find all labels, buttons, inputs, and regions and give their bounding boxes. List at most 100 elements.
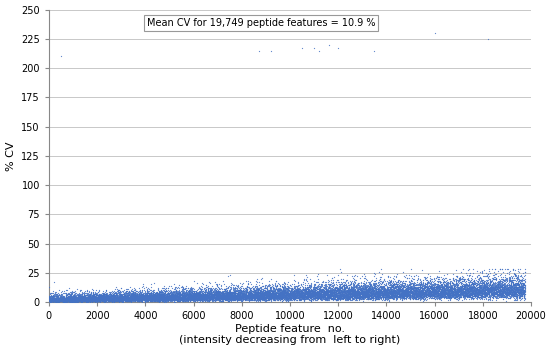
Point (497, 276, 506, 282)
Point (155, 292, 163, 297)
Point (120, 294, 129, 300)
Point (335, 286, 344, 291)
Point (87, 295, 96, 301)
Point (64, 292, 73, 297)
Point (216, 290, 225, 296)
Point (394, 277, 402, 283)
Point (208, 287, 216, 293)
Point (463, 287, 471, 292)
Point (422, 294, 431, 300)
Point (335, 286, 344, 292)
Point (347, 288, 355, 294)
Point (511, 293, 520, 298)
Point (453, 294, 461, 300)
Point (110, 292, 119, 298)
Point (362, 291, 370, 297)
Point (334, 296, 343, 301)
Point (460, 296, 469, 301)
Point (102, 295, 111, 300)
Point (204, 279, 213, 285)
Point (437, 289, 446, 294)
Point (516, 266, 524, 272)
Point (248, 295, 257, 300)
Point (379, 291, 388, 297)
Point (421, 294, 430, 300)
Point (430, 277, 439, 282)
Point (135, 294, 144, 299)
Point (135, 295, 144, 300)
Point (206, 286, 215, 291)
Point (338, 295, 347, 301)
Point (205, 296, 214, 302)
Point (163, 285, 172, 290)
Point (50, 298, 59, 304)
Point (459, 293, 468, 298)
Point (475, 282, 484, 288)
Point (63, 297, 72, 303)
Point (132, 294, 141, 300)
Point (217, 293, 226, 299)
Point (54, 298, 63, 304)
Point (347, 286, 356, 292)
Point (503, 282, 512, 287)
Point (502, 276, 511, 282)
Point (521, 295, 529, 301)
Point (347, 280, 355, 285)
Point (344, 284, 353, 290)
Point (169, 289, 178, 295)
Point (490, 270, 499, 275)
Point (339, 292, 348, 298)
Point (243, 297, 252, 303)
Point (125, 293, 134, 299)
Point (298, 296, 307, 302)
Point (288, 290, 297, 296)
Point (410, 282, 419, 288)
Point (344, 295, 353, 300)
Point (420, 288, 429, 294)
Point (278, 298, 287, 303)
Point (416, 289, 425, 294)
Point (394, 293, 402, 298)
Point (451, 286, 460, 291)
Point (95, 296, 104, 302)
Point (328, 289, 337, 294)
Point (231, 291, 240, 296)
Point (502, 282, 511, 287)
Point (401, 278, 410, 284)
Point (368, 290, 376, 295)
Point (498, 289, 507, 294)
Point (513, 287, 522, 293)
Point (421, 291, 429, 297)
Point (193, 291, 201, 297)
Point (293, 287, 302, 292)
Point (496, 293, 505, 299)
Point (174, 294, 183, 300)
Point (187, 295, 196, 301)
Point (110, 298, 119, 303)
Point (60, 294, 69, 300)
Point (457, 285, 465, 291)
Point (309, 293, 318, 298)
Point (263, 289, 272, 294)
Point (454, 286, 463, 291)
Point (428, 282, 437, 287)
Point (181, 295, 189, 301)
Point (354, 294, 363, 300)
Point (404, 293, 412, 298)
Point (384, 280, 392, 286)
Point (316, 291, 325, 296)
Point (413, 295, 422, 300)
Point (322, 287, 331, 292)
Point (142, 294, 151, 300)
Point (118, 293, 127, 299)
Point (430, 292, 439, 298)
Point (78, 295, 87, 301)
Point (486, 285, 495, 290)
Point (107, 296, 116, 302)
Point (231, 290, 240, 296)
Point (259, 287, 268, 292)
Point (213, 295, 222, 300)
Point (359, 292, 368, 297)
Point (107, 290, 116, 296)
Point (203, 294, 212, 300)
